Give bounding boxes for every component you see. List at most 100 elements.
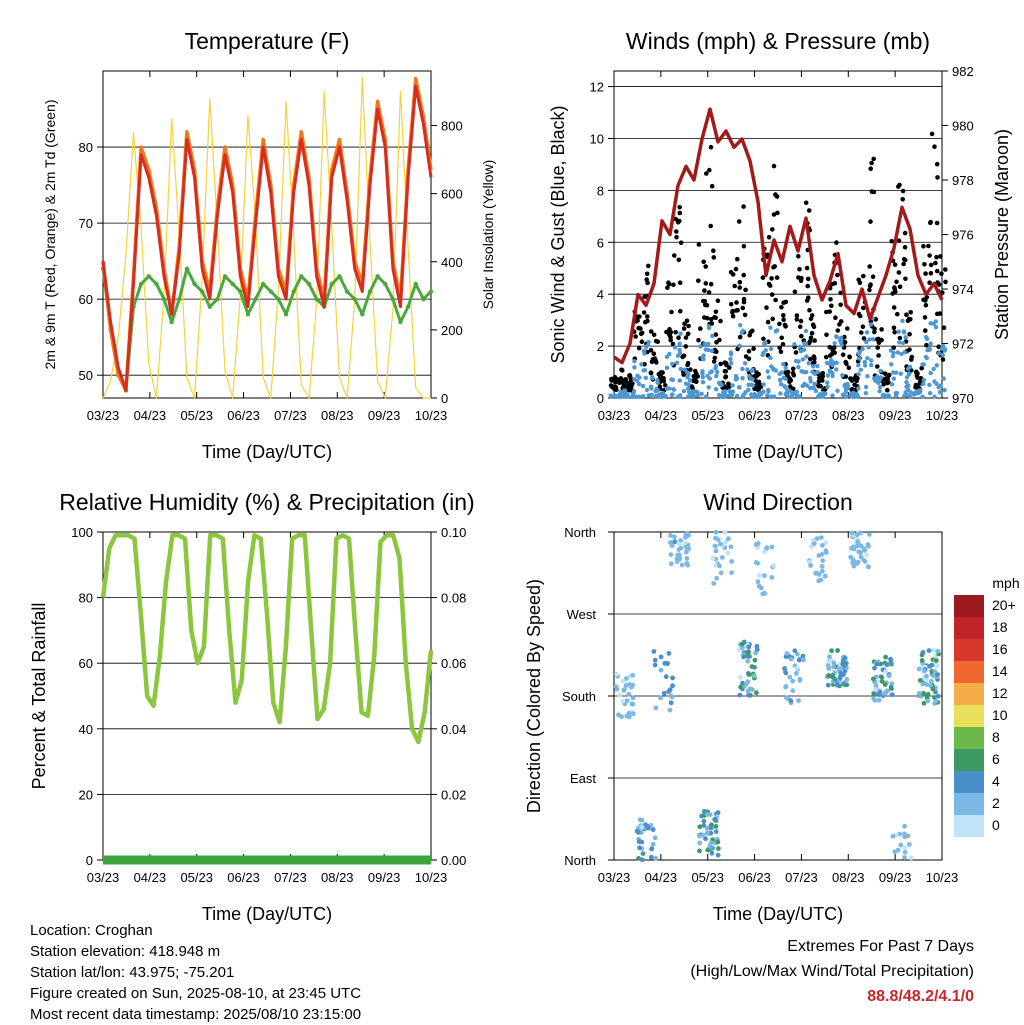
wind-point bbox=[856, 386, 861, 391]
direction-point bbox=[762, 549, 767, 554]
wind-point bbox=[927, 391, 933, 396]
gust-point bbox=[908, 317, 913, 322]
gust-point bbox=[798, 278, 804, 284]
gust-point bbox=[702, 288, 707, 293]
wind-point bbox=[906, 372, 912, 377]
direction-point bbox=[826, 673, 831, 679]
gust-point bbox=[696, 337, 701, 343]
direction-point bbox=[672, 539, 678, 545]
x-tick-label: 09/23 bbox=[368, 870, 401, 885]
colorbar-label: 8 bbox=[992, 729, 1000, 745]
gust-point bbox=[771, 163, 777, 169]
dewpoint-point bbox=[299, 274, 304, 279]
x-tick-label: 06/23 bbox=[738, 870, 771, 885]
direction-point bbox=[626, 691, 632, 697]
wind-point bbox=[677, 394, 682, 399]
wind-point bbox=[921, 377, 926, 383]
direction-point bbox=[808, 544, 814, 549]
direction-point bbox=[886, 673, 892, 679]
gust-point bbox=[715, 298, 721, 304]
direction-point bbox=[931, 673, 936, 678]
direction-point bbox=[921, 700, 927, 706]
gust-point bbox=[823, 354, 829, 360]
wind-point bbox=[864, 330, 870, 335]
wind-point bbox=[914, 390, 919, 395]
gust-point bbox=[793, 350, 799, 355]
direction-point bbox=[867, 532, 872, 537]
station-info: Location: Croghan Station elevation: 418… bbox=[30, 920, 361, 1025]
wind-point bbox=[713, 387, 719, 392]
wind-point bbox=[709, 348, 715, 353]
direction-point bbox=[636, 856, 641, 861]
x-tick-label: 08/23 bbox=[321, 870, 354, 885]
direction-point bbox=[684, 556, 690, 561]
y2-axis-tick-label: 200 bbox=[441, 323, 463, 338]
direction-point bbox=[879, 679, 885, 684]
direction-point bbox=[801, 657, 806, 663]
wind-point bbox=[635, 378, 640, 384]
gust-point bbox=[934, 220, 940, 226]
wind-point bbox=[928, 370, 933, 376]
gust-point bbox=[769, 276, 774, 281]
gust-point bbox=[835, 328, 841, 333]
direction-point bbox=[704, 812, 710, 817]
x-tick-label: 04/23 bbox=[645, 870, 678, 885]
wind-point bbox=[792, 342, 797, 347]
gust-point bbox=[705, 315, 710, 321]
direction-point bbox=[715, 852, 721, 858]
wind-point bbox=[670, 361, 675, 367]
direction-point bbox=[652, 657, 658, 663]
gust-point bbox=[696, 278, 701, 284]
direction-point bbox=[747, 686, 753, 692]
gust-point bbox=[653, 338, 659, 344]
chart-panel-1: Temperature (F) Time (Day/UTC) 03/23 04/23 0… bbox=[42, 28, 496, 462]
wind-point bbox=[872, 376, 877, 381]
gust-point bbox=[713, 332, 719, 337]
gust-point bbox=[891, 305, 897, 310]
direction-point bbox=[622, 687, 627, 692]
wind-point bbox=[830, 393, 835, 398]
gust-point bbox=[875, 364, 880, 369]
direction-point bbox=[819, 564, 825, 569]
gust-point bbox=[661, 375, 666, 381]
y-axis-tick-label: 8 bbox=[597, 183, 604, 198]
direction-point bbox=[857, 550, 863, 555]
gust-point bbox=[713, 315, 718, 321]
gust-point bbox=[677, 210, 683, 216]
gust-point bbox=[811, 324, 817, 330]
wind-point bbox=[672, 345, 678, 350]
gust-point bbox=[781, 317, 786, 323]
wind-point bbox=[854, 392, 860, 397]
direction-point bbox=[711, 581, 717, 586]
gust-point bbox=[741, 296, 747, 302]
wind-point bbox=[643, 375, 648, 380]
direction-point bbox=[788, 698, 794, 704]
direction-point bbox=[842, 663, 847, 668]
wind-point bbox=[901, 329, 907, 334]
wind-point bbox=[864, 339, 869, 345]
direction-point bbox=[876, 697, 882, 703]
dewpoint-point bbox=[260, 281, 266, 287]
chart-title: Wind Direction bbox=[703, 489, 853, 515]
wind-point bbox=[868, 322, 874, 327]
direction-point bbox=[738, 684, 743, 690]
gust-point bbox=[798, 318, 804, 324]
wind-point bbox=[936, 385, 941, 390]
gust-point bbox=[804, 298, 810, 303]
wind-point bbox=[893, 391, 898, 396]
direction-point bbox=[715, 839, 721, 845]
direction-point bbox=[829, 648, 834, 654]
gust-point bbox=[698, 326, 703, 331]
gust-point bbox=[908, 310, 913, 315]
gust-point bbox=[805, 283, 810, 289]
gust-point bbox=[704, 302, 710, 308]
colorbar-swatch bbox=[954, 815, 984, 837]
wind-point bbox=[862, 359, 867, 365]
direction-point bbox=[725, 550, 731, 556]
direction-point bbox=[895, 847, 901, 853]
y2-axis-tick-label: 0 bbox=[441, 391, 448, 406]
gust-point bbox=[926, 243, 931, 249]
colorbar-title: mph bbox=[992, 575, 1019, 591]
x-tick-label: 06/23 bbox=[227, 870, 260, 885]
gust-point bbox=[827, 344, 833, 350]
